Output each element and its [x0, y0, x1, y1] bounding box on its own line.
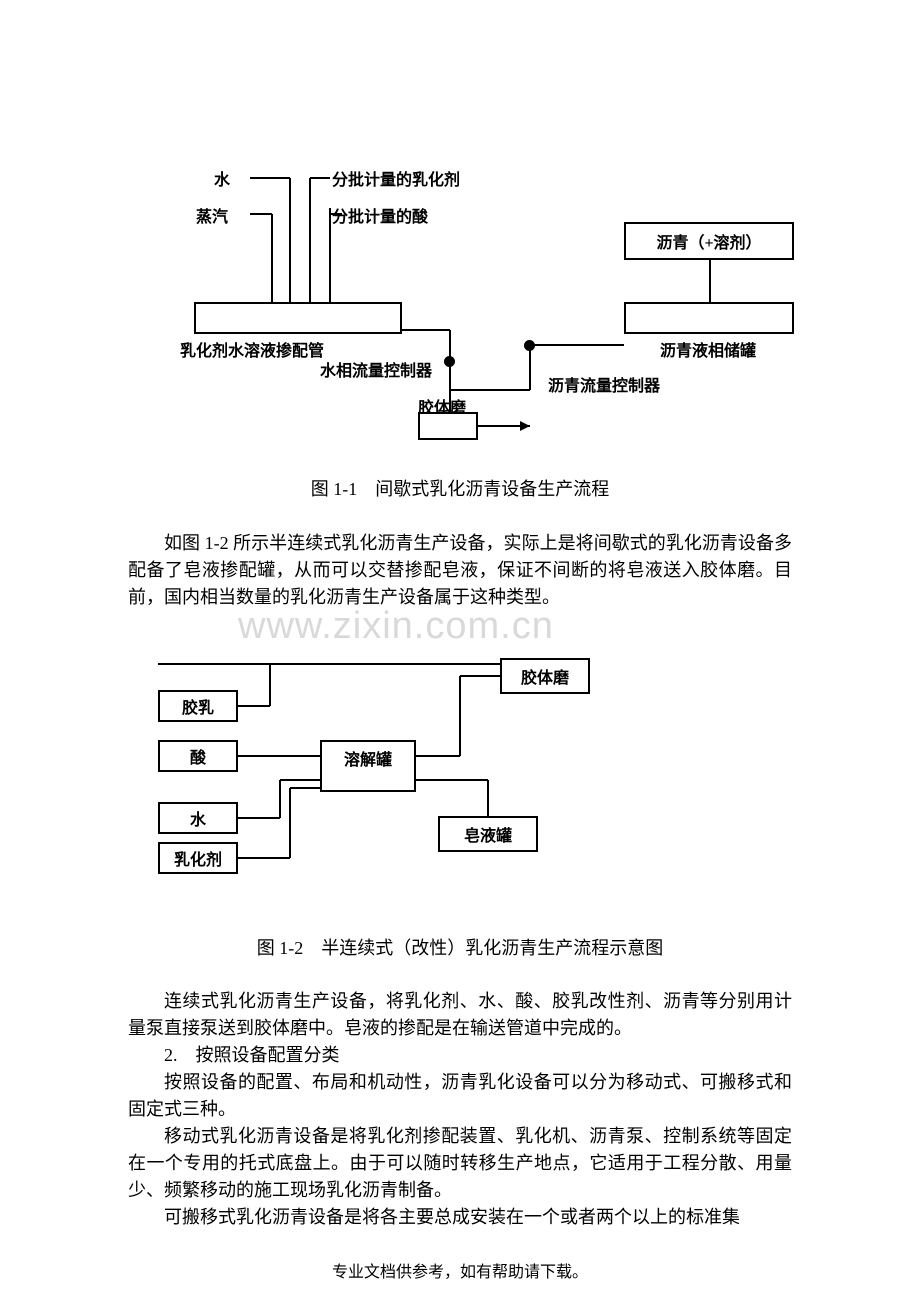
paragraph-3: 移动式乳化沥青设备是将乳化剂掺配装置、乳化机、沥青泵、控制系统等固定在一个专用的… — [128, 1123, 792, 1204]
paragraph-4: 可搬移式乳化沥青设备是将各主要总成安装在一个或者两个以上的标准集 — [128, 1204, 792, 1231]
watermark: www.zixin.com.cn — [238, 605, 554, 648]
diagram-2-lines — [0, 650, 920, 890]
caption-diagram-2: 图 1-2 半连续式（改性）乳化沥青生产流程示意图 — [0, 934, 920, 960]
diagram-2: 胶体磨 胶乳 酸 水 乳化剂 溶解罐 皂液罐 — [0, 650, 920, 890]
paragraph-1: 如图 1-2 所示半连续式乳化沥青生产设备，实际上是将间歇式的乳化沥青设备多配备… — [128, 530, 792, 611]
caption-diagram-1: 图 1-1 间歇式乳化沥青设备生产流程 — [0, 475, 920, 501]
dot-asphalt-controller — [524, 340, 535, 351]
dot-water-controller — [444, 356, 455, 367]
paragraph-2: 连续式乳化沥青生产设备，将乳化剂、水、酸、胶乳改性剂、沥青等分别用计量泵直接泵送… — [128, 988, 792, 1042]
section-2-text: 按照设备的配置、布局和机动性，沥青乳化设备可以分为移动式、可搬移式和固定式三种。 — [128, 1069, 792, 1123]
diagram-1: 水 分批计量的乳化剂 蒸汽 分批计量的酸 沥青（+溶剂） 乳化剂水溶液掺配管 水… — [0, 150, 920, 440]
section-2-heading: 2. 按照设备配置分类 — [128, 1042, 792, 1069]
footer-text: 专业文档供参考，如有帮助请下载。 — [0, 1258, 920, 1282]
diagram-1-lines — [0, 150, 920, 450]
